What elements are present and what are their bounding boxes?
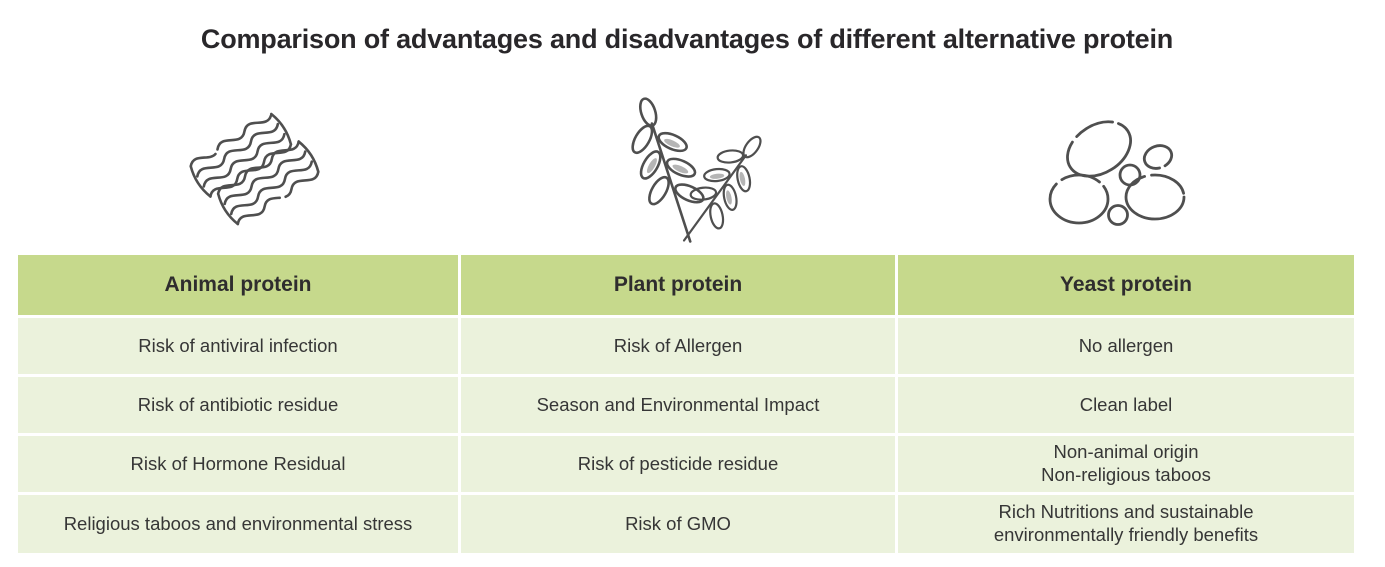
animal-protein-icon-cell (18, 97, 458, 250)
cell-plant-protein-row3: Risk of pesticide residue (461, 436, 895, 492)
cell-yeast-protein-row1: No allergen (898, 318, 1354, 374)
page-title: Comparison of advantages and disadvantag… (200, 24, 1174, 54)
cell-animal-protein-row1: Risk of antiviral infection (18, 318, 458, 374)
bacon-icon (182, 97, 332, 250)
plant-protein-icon-cell (461, 88, 895, 257)
cell-animal-protein-row4: Religious taboos and environmental stres… (18, 495, 458, 553)
wheat-icon (610, 88, 781, 257)
cell-yeast-protein-row2: Clean label (898, 377, 1354, 433)
content-wrapper: Comparison of advantages and disadvantag… (18, 0, 1356, 553)
cell-animal-protein-row3: Risk of Hormone Residual (18, 436, 458, 492)
cell-yeast-protein-row4: Rich Nutritions and sustainable environm… (898, 495, 1354, 553)
cell-animal-protein-row2: Risk of antibiotic residue (18, 377, 458, 433)
comparison-table: Animal protein Plant protein Yeast prote… (18, 255, 1356, 553)
yeast-protein-icon-cell (898, 107, 1354, 240)
header-cell-plant-protein: Plant protein (461, 255, 895, 315)
yeast-cells-icon (1039, 107, 1189, 240)
icons-row (18, 88, 1356, 257)
header-cell-yeast-protein: Yeast protein (898, 255, 1354, 315)
cell-plant-protein-row2: Season and Environmental Impact (461, 377, 895, 433)
cell-yeast-protein-row3: Non-animal origin Non-religious taboos (898, 436, 1354, 492)
cell-plant-protein-row1: Risk of Allergen (461, 318, 895, 374)
cell-plant-protein-row4: Risk of GMO (461, 495, 895, 553)
header-cell-animal-protein: Animal protein (18, 255, 458, 315)
